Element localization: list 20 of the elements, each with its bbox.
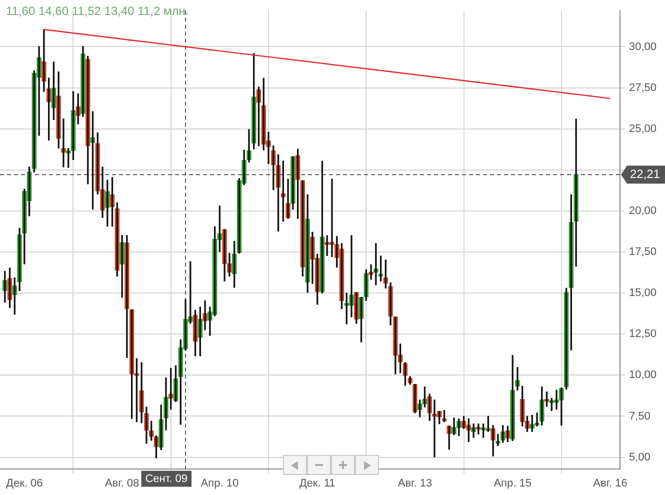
x-tick-label: Авг. 08: [104, 477, 140, 490]
ref-line-label: Сент. 09: [145, 472, 188, 485]
x-tick-label: Авг. 16: [593, 477, 628, 490]
y-tick-label: 17,50: [629, 246, 657, 258]
x-tick-label: Дек. 06: [6, 477, 43, 490]
y-tick-label: 10,00: [629, 369, 657, 382]
y-tick-label: 12,50: [629, 328, 657, 340]
y-tick-label: 5,00: [629, 451, 650, 464]
annotation: 11,60 14,60 11,52 13,40 11,2 млн.: [6, 4, 189, 18]
x-tick-label: Авг. 13: [398, 477, 432, 490]
ref-line-label: 22,21: [630, 166, 660, 181]
x-tick-label: Апр. 15: [494, 477, 532, 490]
y-tick-label: 20,00: [629, 204, 657, 217]
y-tick-label: 7,50: [629, 410, 650, 422]
x-tick-label: Дек. 11: [299, 477, 336, 490]
y-tick-label: 27,50: [629, 82, 657, 94]
y-tick-label: 25,00: [629, 122, 657, 135]
y-tick-label: 30,00: [629, 40, 657, 53]
x-tick-label: Апр. 10: [200, 477, 239, 490]
y-tick-label: 15,00: [629, 287, 657, 300]
